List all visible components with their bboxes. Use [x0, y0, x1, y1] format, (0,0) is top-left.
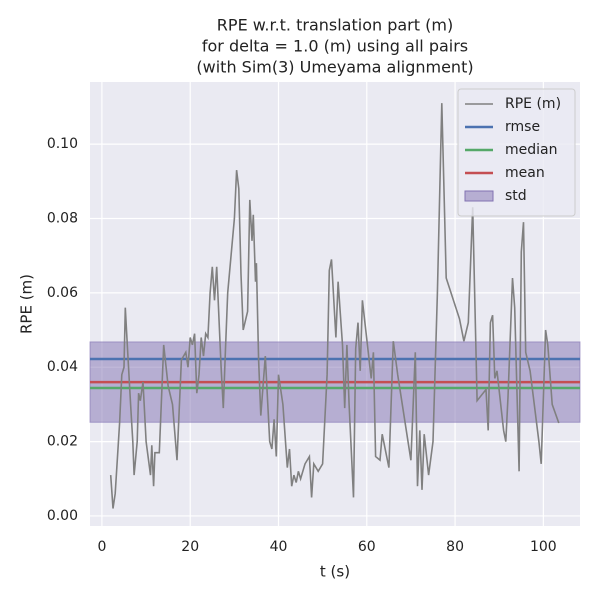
legend-swatch: [464, 190, 494, 202]
x-tick-label: 0: [97, 539, 106, 555]
data-line: [109, 103, 560, 509]
legend-label: median: [505, 142, 557, 158]
y-tick-label: 0.10: [47, 136, 78, 152]
y-axis-label: RPE (m): [18, 274, 36, 334]
y-tick-label: 0.00: [47, 508, 78, 524]
title-line: for delta = 1.0 (m) using all pairs: [202, 37, 468, 56]
y-tick-label: 0.04: [47, 359, 78, 375]
legend-label: RPE (m): [505, 96, 561, 112]
legend-label: mean: [505, 165, 545, 181]
x-tick-label: 40: [270, 539, 288, 555]
y-tick-label: 0.08: [47, 210, 78, 226]
legend-label: rmse: [505, 119, 540, 135]
x-tick-label: 100: [530, 539, 557, 555]
title-line: RPE w.r.t. translation part (m): [217, 16, 453, 35]
x-tick-label: 60: [358, 539, 376, 555]
x-tick-label: 80: [446, 539, 464, 555]
title-line: (with Sim(3) Umeyama alignment): [196, 58, 473, 77]
y-tick-label: 0.02: [47, 434, 78, 450]
x-tick-label: 20: [181, 539, 199, 555]
y-tick-label: 0.06: [47, 285, 78, 301]
legend-label: std: [505, 188, 527, 204]
legend-box: [457, 88, 576, 217]
x-axis-label: t (s): [320, 563, 350, 581]
